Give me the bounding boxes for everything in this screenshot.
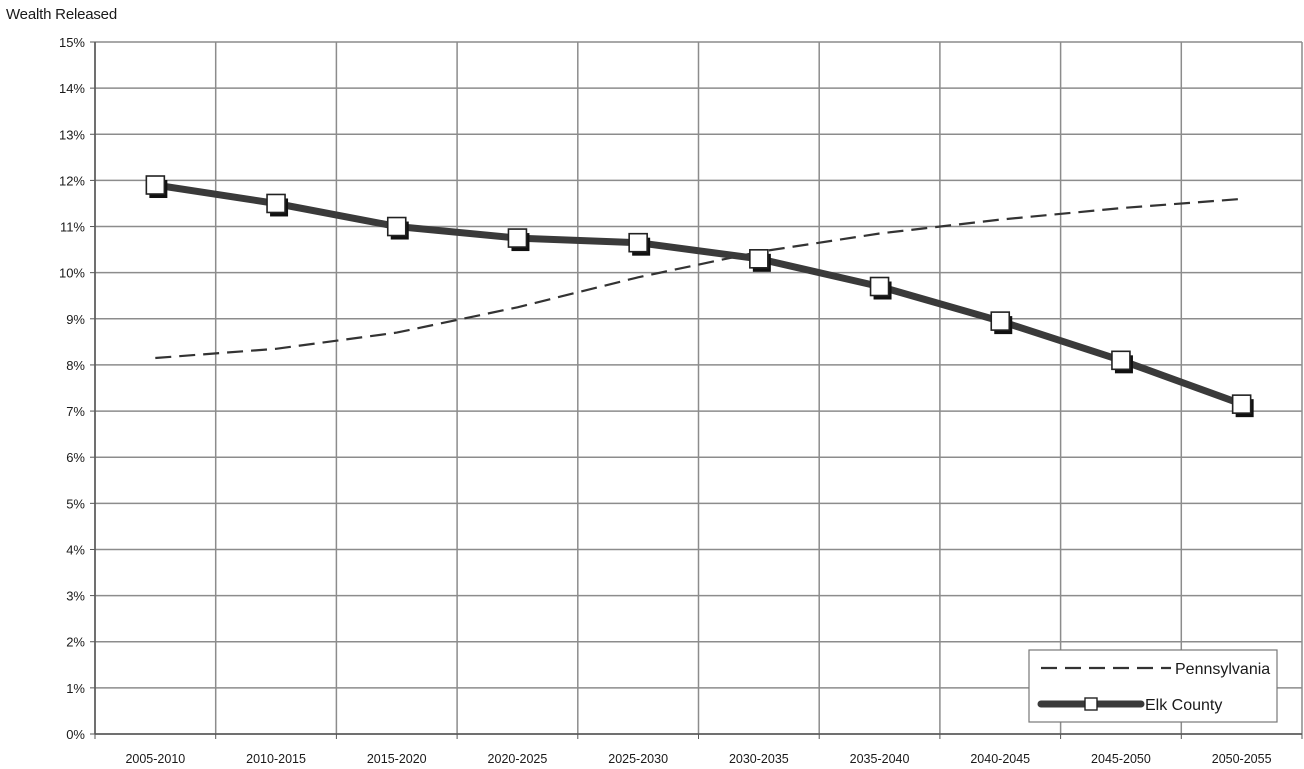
x-tick-label: 2030-2035 (729, 752, 789, 766)
x-tick-label: 2050-2055 (1212, 752, 1272, 766)
y-tick-label: 1% (66, 681, 85, 696)
y-tick-label: 3% (66, 589, 85, 604)
series-layer (145, 175, 1254, 418)
x-tick-label: 2020-2025 (488, 752, 548, 766)
y-tick-label: 6% (66, 450, 85, 465)
y-tick-label: 0% (66, 727, 85, 742)
elk-county-marker (145, 175, 166, 195)
grid-lines (90, 41, 1303, 739)
elk-county-marker (628, 232, 648, 253)
x-tick-labels: 2005-2010 2010-2015 2015-2020 2020-2025 2025… (125, 752, 1271, 766)
legend-label-elk-county: Elk County (1145, 697, 1222, 714)
legend-label-pennsylvania: Pennsylvania (1175, 661, 1270, 678)
y-tick-label: 15% (59, 35, 85, 50)
y-tick-label: 5% (66, 496, 85, 511)
legend: Pennsylvania Elk County (1028, 649, 1278, 723)
x-tick-label: 2035-2040 (850, 752, 910, 766)
pennsylvania-line (155, 197, 1242, 360)
y-tick-label: 7% (66, 404, 85, 419)
x-tick-label: 2010-2015 (246, 752, 306, 766)
x-tick-label: 2045-2050 (1091, 752, 1151, 766)
elk-county-marker (990, 311, 1011, 331)
y-tick-label: 2% (66, 635, 85, 650)
x-tick-label: 2015-2020 (367, 752, 427, 766)
y-tick-label: 13% (59, 127, 85, 142)
y-tick-labels: 0% 1% 2% 3% 4% 5% 6% 7% 8% 9% 10% 11% 12% 13% 14% 15% (59, 35, 85, 742)
y-tick-label: 14% (59, 81, 85, 96)
x-tick-label: 2005-2010 (125, 752, 185, 766)
y-tick-label: 12% (59, 173, 85, 188)
y-tick-label: 10% (59, 266, 85, 281)
x-tick-label: 2025-2030 (608, 752, 668, 766)
elk-county-marker (1231, 394, 1252, 414)
y-tick-label: 9% (66, 312, 85, 327)
elk-county-marker (1111, 350, 1131, 371)
elk-county-marker (869, 276, 890, 297)
y-tick-label: 11% (60, 220, 85, 235)
elk-county-line (151, 181, 1246, 408)
y-tick-label: 4% (66, 542, 85, 557)
x-tick-label: 2040-2045 (970, 752, 1030, 766)
elk-county-marker (266, 193, 286, 214)
legend-box (1028, 649, 1278, 723)
elk-county-marker (749, 249, 769, 269)
elk-county-marker (507, 228, 528, 248)
legend-marker-elk-county (1084, 697, 1098, 711)
y-tick-label: 8% (66, 358, 85, 373)
y-axis-title: Wealth Released (6, 6, 117, 23)
elk-county-marker (386, 216, 407, 237)
